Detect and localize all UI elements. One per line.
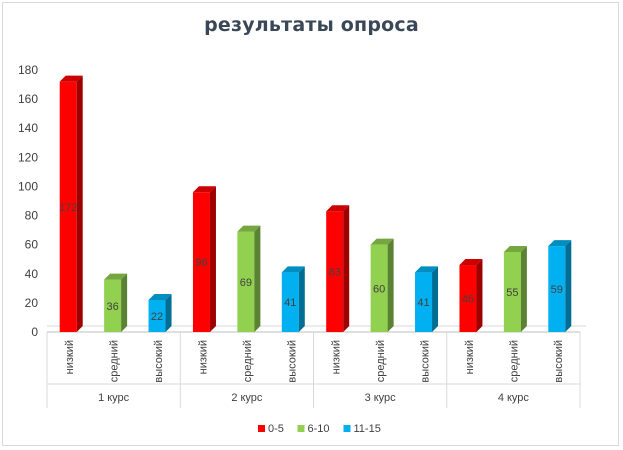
data-label: 83 [329, 267, 341, 279]
x-sublevel-label: низкий [197, 340, 209, 374]
bar [237, 231, 255, 332]
data-label: 41 [284, 297, 296, 309]
x-sublevel-label: низкий [464, 340, 476, 374]
bar-top [192, 186, 216, 193]
bar-side [565, 240, 572, 332]
legend-label: 11-15 [354, 423, 381, 435]
bar [548, 246, 566, 332]
data-label: 36 [107, 301, 119, 313]
bar [415, 272, 433, 332]
bar-top [104, 273, 128, 280]
bar-side [254, 225, 261, 332]
y-tick-label: 60 [25, 238, 39, 252]
bar [326, 211, 344, 332]
y-tick-label: 100 [18, 179, 38, 193]
bar-side [520, 245, 527, 332]
bar [370, 244, 388, 332]
legend-swatch [343, 425, 351, 432]
data-label: 172 [59, 202, 77, 214]
bar-side [298, 266, 305, 332]
y-tick-label: 80 [25, 209, 39, 223]
bar-side [209, 186, 216, 332]
data-label: 41 [417, 297, 429, 309]
legend-swatch [297, 425, 305, 432]
bar [59, 81, 77, 333]
bar [281, 272, 299, 332]
x-sublevel-label: высокий [553, 340, 565, 383]
chart-frame [2, 2, 619, 446]
data-label: 96 [195, 257, 207, 269]
x-sublevel-label: высокий [420, 340, 432, 383]
data-label: 69 [240, 277, 252, 289]
bar-top [281, 266, 305, 273]
bar [503, 251, 521, 332]
bar-top [415, 266, 439, 273]
legend-swatch [258, 425, 265, 432]
bar-side [76, 75, 83, 333]
x-group-label: 3 курс [365, 392, 397, 404]
y-tick-label: 40 [25, 267, 39, 281]
x-sublevel-label: средний [508, 340, 520, 382]
legend-label: 0-5 [268, 423, 284, 435]
y-tick-label: 160 [18, 92, 38, 106]
bar [459, 265, 477, 332]
x-group-label: 1 курс [98, 392, 130, 404]
bar-side [432, 266, 439, 332]
data-label: 60 [373, 283, 385, 295]
bar [192, 192, 210, 332]
x-sublevel-label: средний [375, 340, 387, 382]
bar [148, 299, 166, 332]
x-sublevel-label: низкий [331, 340, 343, 374]
data-label: 22 [151, 311, 163, 323]
bar-side [476, 259, 483, 332]
x-sublevel-label: низкий [64, 340, 76, 374]
bar-top [237, 225, 261, 232]
chart-title: результаты опроса [204, 14, 419, 36]
y-tick-label: 20 [25, 296, 39, 310]
bar-side [387, 238, 394, 332]
x-sublevel-label: высокий [153, 340, 165, 383]
bar-side [121, 273, 128, 332]
bar-top [148, 293, 172, 300]
bar-top [59, 75, 83, 82]
bar-top [370, 238, 394, 245]
bar-side [165, 293, 172, 332]
x-group-label: 4 курс [498, 392, 530, 404]
bar-top [503, 245, 527, 252]
y-tick-label: 180 [18, 63, 38, 77]
x-sublevel-label: высокий [286, 340, 298, 383]
bar-top [326, 205, 350, 212]
x-group-label: 2 курс [231, 392, 263, 404]
x-sublevel-label: средний [242, 340, 254, 382]
bar-top [548, 240, 572, 247]
bar [104, 279, 122, 332]
data-label: 59 [551, 284, 563, 296]
bar-top [459, 259, 483, 266]
y-tick-label: 120 [18, 150, 38, 164]
data-label: 55 [506, 287, 518, 299]
bar-side [343, 205, 350, 332]
y-tick-label: 0 [31, 325, 38, 339]
y-tick-label: 140 [18, 121, 38, 135]
data-label: 46 [462, 294, 474, 306]
x-sublevel-label: средний [109, 340, 121, 382]
legend-label: 6-10 [308, 423, 330, 435]
